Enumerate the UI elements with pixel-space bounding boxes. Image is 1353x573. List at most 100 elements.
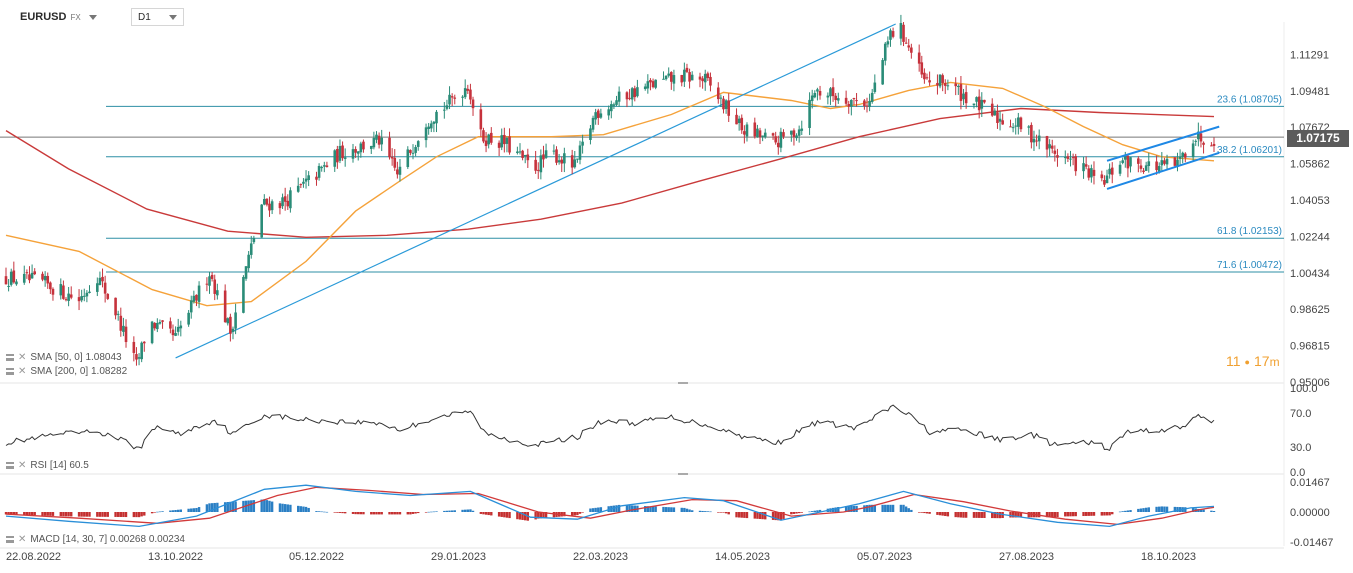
macd-histogram-bar bbox=[430, 511, 433, 513]
legend-sma50[interactable]: ✕ SMA [50, 0] 1.08043 bbox=[6, 352, 122, 363]
candle bbox=[1037, 129, 1041, 150]
candle bbox=[552, 144, 556, 155]
macd-histogram-bar bbox=[1144, 507, 1148, 512]
close-icon[interactable]: ✕ bbox=[18, 460, 27, 471]
candle-body bbox=[972, 103, 976, 106]
candle bbox=[881, 57, 884, 85]
candle-body bbox=[990, 103, 994, 116]
candle-body bbox=[544, 150, 548, 158]
macd-histogram-bar bbox=[537, 512, 540, 519]
timeframe-selector[interactable]: D1 bbox=[131, 8, 184, 26]
macd-histogram-bar bbox=[25, 512, 29, 516]
candle-body bbox=[372, 137, 376, 148]
candle-body bbox=[302, 181, 305, 184]
candle-body bbox=[424, 127, 428, 141]
candle bbox=[753, 117, 757, 139]
candle bbox=[808, 92, 811, 136]
candle bbox=[213, 274, 217, 301]
candle-body bbox=[15, 281, 18, 285]
candle-body bbox=[1084, 164, 1088, 167]
candle-body bbox=[1048, 144, 1051, 149]
macd-histogram-bar bbox=[923, 512, 926, 514]
candle-body bbox=[1063, 157, 1067, 159]
candle bbox=[975, 96, 978, 108]
macd-histogram-bar bbox=[1165, 506, 1169, 512]
menu-icon[interactable] bbox=[6, 368, 14, 375]
candle bbox=[388, 131, 391, 160]
candle bbox=[106, 293, 110, 301]
candle bbox=[664, 75, 668, 81]
candle-body bbox=[920, 62, 924, 75]
macd-histogram-bar bbox=[88, 512, 91, 517]
candle-body bbox=[703, 73, 707, 83]
candle-body bbox=[351, 149, 355, 159]
candle bbox=[445, 99, 449, 111]
macd-histogram-bar bbox=[727, 512, 730, 515]
macd-histogram-bar bbox=[1009, 512, 1012, 518]
candle-body bbox=[795, 135, 798, 139]
candle-body bbox=[359, 143, 363, 153]
macd-histogram-bar bbox=[325, 511, 329, 513]
macd-histogram-bar bbox=[938, 512, 942, 516]
candle-body bbox=[800, 128, 804, 131]
macd-histogram-bar bbox=[124, 512, 128, 518]
candle bbox=[1210, 142, 1213, 147]
macd-histogram-bar bbox=[380, 512, 383, 515]
macd-histogram-bar bbox=[672, 507, 676, 512]
macd-histogram-bar bbox=[889, 504, 892, 512]
candle-body bbox=[701, 78, 704, 82]
macd-histogram-bar bbox=[771, 512, 775, 520]
macd-histogram-bar bbox=[140, 512, 143, 517]
candle-body bbox=[1210, 145, 1213, 147]
macd-histogram-bar bbox=[865, 505, 869, 512]
macd-histogram-bar bbox=[790, 512, 793, 515]
menu-icon[interactable] bbox=[6, 462, 14, 469]
candle-body bbox=[9, 271, 13, 285]
candle-body bbox=[432, 121, 436, 124]
menu-icon[interactable] bbox=[6, 354, 14, 361]
candle-body bbox=[471, 99, 475, 109]
macd-histogram-bar bbox=[424, 512, 428, 513]
macd-histogram-bar bbox=[398, 512, 402, 515]
candle-body bbox=[77, 297, 81, 302]
macd-histogram-bar bbox=[320, 511, 323, 513]
macd-histogram-bar bbox=[591, 508, 595, 512]
macd-histogram-bar bbox=[758, 512, 762, 520]
macd-line bbox=[5, 484, 1215, 528]
close-icon[interactable]: ✕ bbox=[18, 366, 27, 377]
macd-histogram-bar bbox=[223, 502, 227, 512]
candle bbox=[49, 281, 52, 294]
candle bbox=[599, 108, 603, 119]
candle-body bbox=[612, 104, 616, 106]
macd-histogram-bar bbox=[685, 508, 689, 512]
candle-body bbox=[28, 274, 31, 281]
candle bbox=[463, 79, 467, 100]
close-icon[interactable]: ✕ bbox=[18, 352, 27, 363]
macd-histogram-bar bbox=[490, 512, 493, 516]
menu-icon[interactable] bbox=[6, 536, 14, 543]
close-icon[interactable]: ✕ bbox=[18, 534, 27, 545]
current-price-badge: 1.07175 bbox=[1287, 130, 1349, 147]
candle-body bbox=[1212, 143, 1216, 146]
candle-body bbox=[427, 126, 430, 129]
candle-body bbox=[521, 150, 524, 158]
candle bbox=[416, 140, 420, 151]
candle bbox=[740, 114, 744, 134]
candle-body bbox=[176, 326, 180, 332]
candle-body bbox=[216, 290, 219, 296]
symbol-selector[interactable]: EURUSD FX bbox=[20, 8, 97, 26]
candle bbox=[22, 265, 26, 285]
macd-histogram-bar bbox=[1212, 511, 1216, 512]
legend-sma200[interactable]: ✕ SMA [200, 0] 1.08282 bbox=[6, 366, 127, 377]
macd-histogram-bar bbox=[599, 507, 603, 512]
candle bbox=[1121, 157, 1124, 165]
candle bbox=[1126, 155, 1130, 178]
candle-body bbox=[847, 104, 851, 107]
macd-histogram-bar bbox=[463, 509, 467, 512]
legend-macd[interactable]: ✕ MACD [14, 30, 7] 0.00268 0.00234 bbox=[6, 534, 185, 545]
candle bbox=[161, 320, 164, 329]
legend-rsi[interactable]: ✕ RSI [14] 60.5 bbox=[6, 460, 89, 471]
candle-body bbox=[323, 165, 326, 167]
macd-histogram-bar bbox=[761, 512, 764, 520]
